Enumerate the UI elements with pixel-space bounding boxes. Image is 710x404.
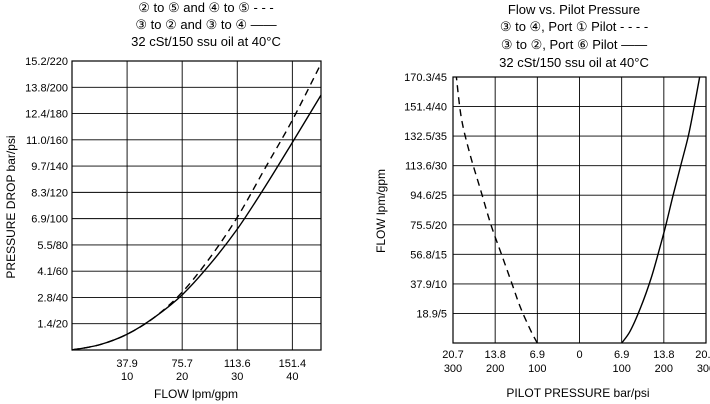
y-tick-label: 18.9/5 [416,308,447,320]
y-tick-label: 56.8/15 [410,249,447,261]
y-tick-label: 12.4/180 [25,109,68,121]
chart-right: Flow vs. Pilot Pressure ③ to ④, Port ① Pi… [374,2,710,400]
x-tick-label: 13.8 [653,349,674,361]
y-tick-label: 1.4/20 [37,319,68,331]
x-tick-label-secondary: 100 [612,363,630,375]
chart-title-line: ③ to ② and ③ to ④ —— [135,17,276,32]
y-axis-label: FLOW lpm/gpm [374,169,388,253]
x-tick-label: 37.9 [116,358,137,370]
chart-title-line: 32 cSt/150 ssu oil at 40°C [499,55,649,70]
x-tick-label: 13.8 [484,349,505,361]
x-tick-label-secondary: 300 [697,363,710,375]
y-tick-label: 170.3/45 [404,72,447,84]
y-tick-label: 94.6/25 [410,190,447,202]
y-tick-label: 5.5/80 [37,240,68,252]
y-tick-label: 9.7/140 [31,161,68,173]
series-line-solid [71,94,322,351]
x-tick-label: 6.9 [530,349,545,361]
series-line-dashed [455,76,538,344]
chart-title-line: ③ to ②, Port ⑥ Pilot —— [501,37,647,52]
x-axis-label: PILOT PRESSURE bar/psi [506,386,649,400]
x-tick-label-secondary: 20 [176,371,188,383]
x-tick-label: 20.7 [695,349,710,361]
x-tick-label-secondary: 10 [121,371,133,383]
chart-title-line: 32 cSt/150 ssu oil at 40°C [131,34,281,49]
x-tick-label: 75.7 [171,358,192,370]
series-line-dashed [71,63,322,351]
y-tick-label: 132.5/35 [404,131,447,143]
y-tick-label: 151.4/40 [404,102,447,114]
x-tick-label-secondary: 40 [286,371,298,383]
y-tick-label: 11.0/160 [26,135,68,147]
y-tick-label: 113.6/30 [405,161,447,173]
x-tick-label-secondary: 30 [231,371,243,383]
y-tick-label: 8.3/120 [31,187,68,199]
chart-left: ② to ⑤ and ④ to ⑤ - - - ③ to ② and ③ to ④… [4,0,322,401]
x-tick-label: 113.6 [224,358,251,370]
x-tick-label: 0 [576,349,582,361]
x-tick-label-secondary: 300 [444,363,462,375]
x-tick-label: 6.9 [614,349,629,361]
chart-title-line: ② to ⑤ and ④ to ⑤ - - - [138,0,273,15]
y-tick-label: 2.8/40 [37,292,68,304]
x-tick-label-secondary: 100 [528,363,546,375]
y-tick-label: 4.1/60 [37,266,68,278]
y-tick-label: 6.9/100 [31,214,68,226]
x-tick-label: 20.7 [442,349,463,361]
plot-frame [452,76,707,344]
x-tick-label-secondary: 200 [486,363,504,375]
chart-title-line: Flow vs. Pilot Pressure [508,2,640,17]
y-axis-label: PRESSURE DROP bar/psi [4,135,18,278]
series-line-solid [621,76,701,344]
x-tick-label: 151.4 [279,358,307,370]
chart-title-line: ③ to ④, Port ① Pilot - - - - [500,19,648,34]
y-tick-label: 37.9/10 [410,279,447,291]
x-tick-label-secondary: 200 [655,363,673,375]
y-tick-label: 13.8/200 [25,82,68,94]
y-tick-label: 15.2/220 [25,56,68,68]
y-tick-label: 75.5/20 [410,220,447,232]
plot-frame [71,60,322,351]
x-axis-label: FLOW lpm/gpm [154,387,238,401]
